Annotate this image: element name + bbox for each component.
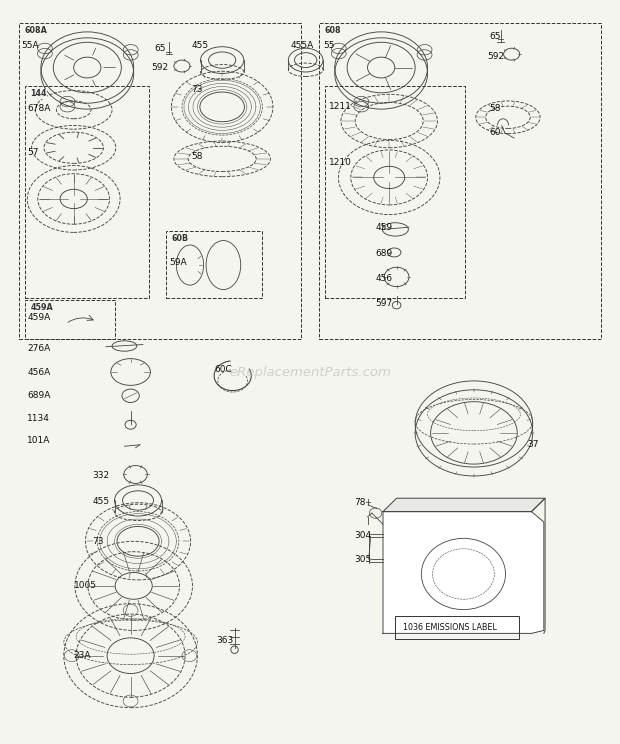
Text: 59A: 59A bbox=[169, 257, 187, 266]
Bar bbox=[25, 86, 149, 298]
Text: 60C: 60C bbox=[214, 365, 232, 374]
Bar bbox=[326, 86, 464, 298]
Text: 73: 73 bbox=[191, 86, 203, 94]
Polygon shape bbox=[383, 498, 545, 512]
Text: 459: 459 bbox=[376, 223, 392, 232]
Text: eReplacementParts.com: eReplacementParts.com bbox=[229, 365, 391, 379]
Text: 689: 689 bbox=[376, 248, 393, 257]
Text: 592: 592 bbox=[487, 52, 504, 61]
Text: 60: 60 bbox=[489, 129, 501, 138]
Text: 678A: 678A bbox=[27, 104, 51, 113]
Text: 55: 55 bbox=[324, 41, 335, 50]
Text: 689A: 689A bbox=[27, 391, 51, 400]
Text: 65: 65 bbox=[489, 32, 501, 41]
Text: 65: 65 bbox=[154, 45, 166, 54]
Text: 332: 332 bbox=[92, 472, 109, 481]
Text: 456A: 456A bbox=[27, 368, 51, 376]
Text: 101A: 101A bbox=[27, 436, 51, 445]
Text: 456: 456 bbox=[376, 274, 392, 283]
Text: 55A: 55A bbox=[21, 41, 38, 50]
Text: 459A: 459A bbox=[27, 313, 51, 322]
Text: 608: 608 bbox=[324, 26, 341, 35]
Text: 304: 304 bbox=[355, 531, 371, 540]
Text: 58: 58 bbox=[489, 104, 501, 113]
Text: 57: 57 bbox=[27, 149, 39, 158]
Text: 144: 144 bbox=[30, 89, 47, 98]
Polygon shape bbox=[383, 512, 544, 633]
Text: 363: 363 bbox=[216, 636, 233, 645]
Text: 60B: 60B bbox=[172, 234, 188, 243]
Text: 455: 455 bbox=[191, 41, 208, 50]
Text: 592: 592 bbox=[152, 63, 169, 72]
Text: 73: 73 bbox=[92, 537, 104, 546]
Text: 1134: 1134 bbox=[27, 414, 50, 423]
Text: 37: 37 bbox=[528, 440, 539, 449]
Text: 58: 58 bbox=[191, 152, 203, 161]
Text: 276A: 276A bbox=[27, 344, 51, 353]
Text: 23A: 23A bbox=[74, 651, 91, 660]
Text: 455: 455 bbox=[92, 497, 109, 506]
Bar bbox=[396, 615, 519, 639]
Text: 455A: 455A bbox=[290, 41, 314, 50]
Bar bbox=[167, 231, 262, 298]
Text: 78: 78 bbox=[355, 498, 366, 507]
Text: 459A: 459A bbox=[30, 303, 53, 312]
Text: 305: 305 bbox=[355, 554, 372, 564]
Bar bbox=[319, 23, 601, 339]
Text: 597: 597 bbox=[376, 299, 393, 308]
Text: 1210: 1210 bbox=[329, 158, 352, 167]
Bar bbox=[19, 23, 301, 339]
Text: 1005: 1005 bbox=[74, 581, 97, 591]
Bar bbox=[25, 300, 115, 339]
Text: 608A: 608A bbox=[24, 26, 47, 35]
Text: 1211: 1211 bbox=[329, 102, 352, 111]
Text: 1036 EMISSIONS LABEL: 1036 EMISSIONS LABEL bbox=[403, 623, 497, 632]
